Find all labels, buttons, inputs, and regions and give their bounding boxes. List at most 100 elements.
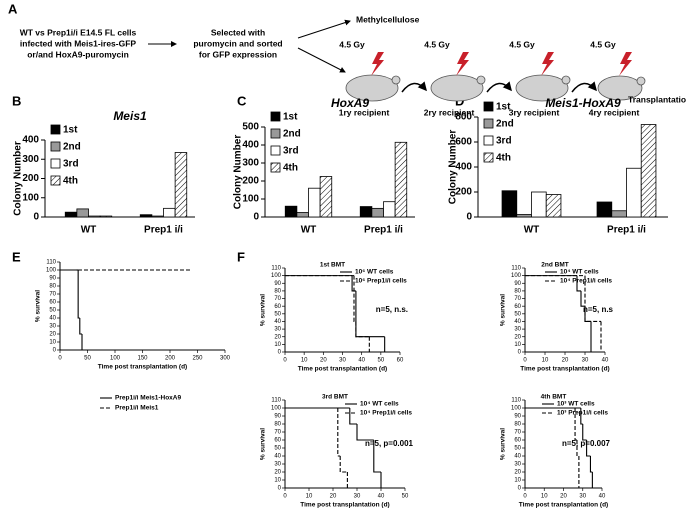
y-tick-label: 400 bbox=[455, 162, 472, 173]
y-tick-label: 110 bbox=[511, 266, 521, 272]
chart-title: HoxA9 bbox=[331, 96, 369, 110]
x-tick-label: WT bbox=[81, 225, 97, 236]
x-tick-label: 0 bbox=[283, 494, 287, 500]
dose-text: 4.5 Gy bbox=[339, 39, 365, 49]
x-tick-label: 0 bbox=[523, 494, 527, 500]
y-tick-label: 20 bbox=[49, 332, 56, 338]
y-tick-label: 50 bbox=[49, 308, 56, 314]
legend-label: Prep1i/i Meis1-HoxA9 bbox=[115, 395, 181, 402]
x-tick-label: 30 bbox=[354, 494, 361, 500]
y-tick-label: 40 bbox=[274, 454, 281, 460]
survival-step bbox=[580, 290, 585, 307]
y-tick-label: 80 bbox=[274, 422, 281, 428]
survival-step bbox=[586, 440, 591, 457]
step-text: Methylcellulose bbox=[356, 14, 420, 24]
x-tick-label: 50 bbox=[377, 358, 384, 364]
x-tick-label: 60 bbox=[397, 358, 404, 364]
step-text: Selected with bbox=[211, 27, 265, 37]
x-tick-label: 20 bbox=[560, 494, 567, 500]
bar bbox=[151, 215, 164, 218]
legend-label: 10⁶ WT cells bbox=[355, 269, 394, 276]
y-tick-label: 30 bbox=[514, 327, 521, 333]
dose-text: 4.5 Gy bbox=[509, 39, 535, 49]
chart-title: 3rd BMT bbox=[322, 394, 348, 401]
x-tick-label: 200 bbox=[165, 356, 176, 362]
recipient-text: 3ry recipient bbox=[509, 107, 560, 117]
bar bbox=[163, 207, 176, 218]
y-tick-label: 90 bbox=[49, 276, 56, 282]
x-tick-label: 250 bbox=[192, 356, 203, 362]
y-tick-label: 100 bbox=[22, 192, 39, 203]
y-axis-label: Colony Number bbox=[448, 130, 459, 205]
bar bbox=[99, 215, 113, 218]
survival-step bbox=[355, 321, 370, 338]
panel-label: A bbox=[8, 1, 18, 16]
x-tick-label: 20 bbox=[330, 494, 337, 500]
y-axis-label: % survival bbox=[35, 290, 42, 322]
legend-label: 10³ WT cells bbox=[557, 401, 595, 408]
y-tick-label: 40 bbox=[274, 319, 281, 325]
legend-swatch bbox=[50, 158, 61, 169]
survival-step bbox=[339, 456, 348, 473]
y-tick-label: 30 bbox=[274, 327, 281, 333]
y-tick-label: 70 bbox=[49, 292, 56, 298]
y-tick-label: 70 bbox=[514, 430, 521, 436]
legend-label: 4th bbox=[63, 176, 78, 187]
y-tick-label: 0 bbox=[518, 486, 522, 492]
x-axis-label: Time post transplantation (d) bbox=[300, 502, 389, 509]
annotation: n=5, n.s bbox=[583, 305, 614, 314]
x-tick-label: 10 bbox=[301, 358, 308, 364]
y-tick-label: 110 bbox=[271, 266, 281, 272]
arrow bbox=[297, 19, 351, 39]
y-tick-label: 20 bbox=[274, 334, 281, 340]
y-tick-label: 500 bbox=[242, 122, 259, 133]
y-tick-label: 20 bbox=[514, 470, 521, 476]
x-axis-label: Time post transplantation (d) bbox=[98, 364, 187, 371]
y-axis-label: Colony Number bbox=[13, 141, 24, 216]
bar bbox=[640, 124, 657, 218]
y-tick-label: 70 bbox=[274, 296, 281, 302]
legend-swatch bbox=[483, 118, 494, 129]
annotation: n=5, n.s. bbox=[376, 305, 408, 314]
legend-label: 10⁴ Prep1i/i cells bbox=[560, 278, 612, 285]
dose-text: 4.5 Gy bbox=[424, 39, 450, 49]
y-tick-label: 100 bbox=[271, 273, 282, 279]
survival-step bbox=[77, 270, 80, 319]
chart-title: 2nd BMT bbox=[541, 262, 568, 269]
survival-step bbox=[349, 408, 357, 425]
x-tick-label: Prep1 i/i bbox=[607, 225, 646, 236]
y-tick-label: 0 bbox=[278, 486, 282, 492]
x-axis-label: Time post transplantation (d) bbox=[298, 366, 387, 373]
chart-title: Meis1 bbox=[113, 109, 147, 123]
x-tick-label: 100 bbox=[110, 356, 121, 362]
legend-label: 1st bbox=[283, 112, 298, 123]
y-tick-label: 30 bbox=[49, 324, 56, 330]
x-tick-label: 20 bbox=[562, 358, 569, 364]
bar bbox=[383, 201, 396, 218]
x-tick-label: 10 bbox=[541, 494, 548, 500]
chart-title: 1st BMT bbox=[320, 262, 345, 269]
legend-label: 3rd bbox=[496, 136, 512, 147]
bar bbox=[88, 215, 101, 218]
survival-step bbox=[576, 440, 579, 457]
x-tick-label: 20 bbox=[320, 358, 327, 364]
bar bbox=[64, 211, 78, 218]
x-tick-label: 30 bbox=[579, 494, 586, 500]
y-tick-label: 10 bbox=[514, 342, 521, 348]
y-axis-label: % survival bbox=[500, 428, 507, 460]
y-tick-label: 200 bbox=[242, 176, 259, 187]
bar bbox=[626, 167, 642, 218]
chart-title: Meis1-HoxA9 bbox=[545, 96, 621, 110]
survival-step bbox=[373, 440, 381, 473]
y-tick-label: 10 bbox=[274, 478, 281, 484]
legend-label: 10⁶ Prep1i/i cells bbox=[355, 278, 407, 285]
bar bbox=[596, 201, 613, 218]
y-tick-label: 400 bbox=[242, 140, 259, 151]
x-tick-label: 30 bbox=[339, 358, 346, 364]
legend-label: 4th bbox=[496, 153, 511, 164]
bar bbox=[394, 141, 408, 218]
survival-step bbox=[584, 275, 601, 323]
y-tick-label: 10 bbox=[49, 340, 56, 346]
bar bbox=[516, 214, 532, 218]
legend-swatch bbox=[270, 162, 281, 173]
